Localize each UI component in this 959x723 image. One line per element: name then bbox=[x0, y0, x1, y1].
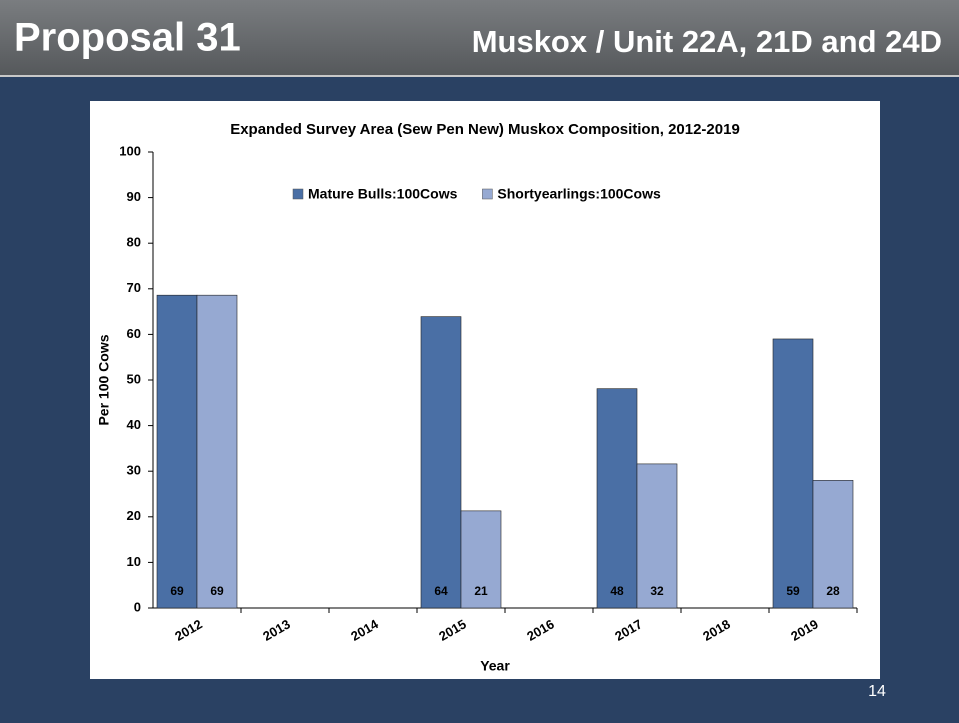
bar bbox=[636, 463, 678, 609]
slide-subtitle: Muskox / Unit 22A, 21D and 24D bbox=[472, 24, 942, 59]
bar bbox=[460, 510, 502, 609]
bar bbox=[156, 294, 198, 609]
y-tick-label: 20 bbox=[127, 508, 141, 523]
data-label: 69 bbox=[210, 584, 224, 598]
data-label: 48 bbox=[610, 584, 624, 598]
data-label: 28 bbox=[826, 584, 840, 598]
y-tick-label: 50 bbox=[127, 371, 141, 386]
data-label: 59 bbox=[786, 584, 800, 598]
bar bbox=[196, 294, 238, 609]
y-tick-label: 0 bbox=[134, 599, 141, 614]
chart-title: Expanded Survey Area (Sew Pen New) Musko… bbox=[230, 121, 740, 138]
slide-title: Proposal 31 bbox=[14, 16, 241, 60]
bar bbox=[420, 316, 462, 609]
page-number: 14 bbox=[868, 683, 886, 700]
bar bbox=[772, 338, 814, 609]
y-tick-label: 70 bbox=[127, 280, 141, 295]
data-label: 21 bbox=[474, 584, 488, 598]
y-tick-label: 80 bbox=[127, 235, 141, 250]
bar bbox=[596, 388, 638, 609]
y-tick-label: 10 bbox=[127, 554, 141, 569]
data-label: 64 bbox=[434, 584, 448, 598]
legend-label: Mature Bulls:100Cows bbox=[308, 186, 458, 202]
bar bbox=[812, 480, 854, 609]
y-tick-label: 60 bbox=[127, 326, 141, 341]
y-tick-label: 30 bbox=[127, 463, 141, 478]
header-bar bbox=[0, 0, 959, 76]
y-tick-label: 40 bbox=[127, 417, 141, 432]
y-axis-label: Per 100 Cows bbox=[96, 334, 112, 425]
data-label: 69 bbox=[170, 584, 184, 598]
y-tick-label: 90 bbox=[127, 189, 141, 204]
data-label: 32 bbox=[650, 584, 664, 598]
x-axis-label: Year bbox=[480, 658, 510, 674]
legend-label: Shortyearlings:100Cows bbox=[497, 186, 661, 202]
legend-swatch bbox=[482, 188, 493, 200]
y-tick-label: 100 bbox=[119, 143, 141, 158]
legend-swatch bbox=[292, 188, 304, 200]
